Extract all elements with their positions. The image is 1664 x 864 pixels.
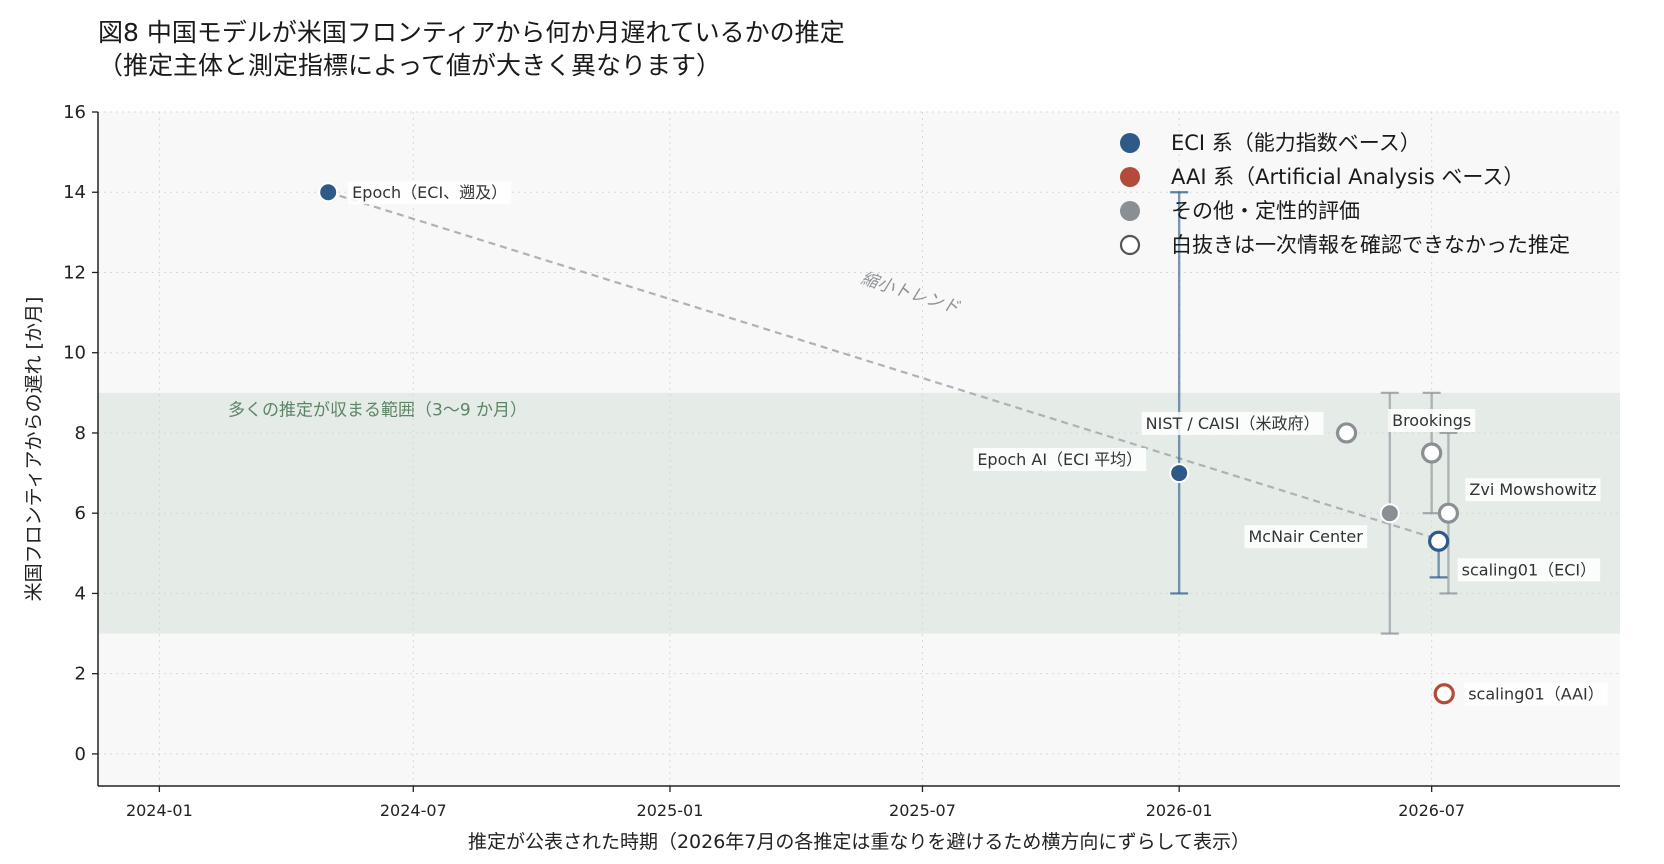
point-label: Epoch AI（ECI 平均） xyxy=(977,450,1142,469)
trend-line xyxy=(327,191,1432,539)
point-label-group: McNair Center xyxy=(1244,525,1368,549)
y-tick-label: 12 xyxy=(63,262,86,283)
point-label-group: Epoch（ECI、遡及） xyxy=(348,181,512,205)
data-point xyxy=(318,182,339,203)
legend-label: AAI 系（Artificial Analysis ベース） xyxy=(1171,165,1524,189)
point-label-group: Brookings xyxy=(1388,409,1476,433)
title-line-1: 図8 中国モデルが米国フロンティアから何か月遅れているかの推定 xyxy=(98,18,845,47)
point-label-bg xyxy=(1464,682,1608,706)
legend-label: ECI 系（能力指数ベース） xyxy=(1171,131,1421,155)
y-tick-label: 10 xyxy=(63,343,86,364)
point-label-group: scaling01（AAI） xyxy=(1464,682,1608,706)
point-label: Brookings xyxy=(1392,411,1471,430)
data-point xyxy=(1379,503,1400,524)
point-label: McNair Center xyxy=(1248,527,1363,546)
legend-item: AAI 系（Artificial Analysis ベース） xyxy=(1120,165,1524,189)
x-tick-label: 2026-01 xyxy=(1146,801,1213,820)
point-label: NIST / CAISI（米政府） xyxy=(1146,414,1320,433)
data-point-hollow xyxy=(1437,502,1460,524)
point-label: Zvi Mowshowitz xyxy=(1469,480,1596,499)
chart-title: 図8 中国モデルが米国フロンティアから何か月遅れているかの推定 （推定主体と測定… xyxy=(98,16,845,82)
point-label-group: NIST / CAISI（米政府） xyxy=(1141,411,1324,435)
point-label-group: Zvi Mowshowitz xyxy=(1465,478,1601,502)
data-point xyxy=(1169,463,1190,484)
axes-layer: 0 2 4 6 8 10 12 14 16 2024-01 2024-07 2025-01 2025-0… xyxy=(63,102,1620,820)
point-label: scaling01（ECI） xyxy=(1462,560,1597,579)
legend-item: 白抜きは一次情報を確認できなかった推定 xyxy=(1119,233,1570,257)
title-line-2: （推定主体と測定指標によって値が大きく異なります） xyxy=(98,51,722,80)
labels-layer: Epoch（ECI、遡及） Epoch AI（ECI 平均）NIST / CAIS… xyxy=(348,181,1608,706)
point-label: scaling01（AAI） xyxy=(1468,685,1604,704)
data-point-hollow xyxy=(1335,422,1358,444)
x-tick-label: 2026-07 xyxy=(1398,801,1465,820)
point-label: Epoch（ECI、遡及） xyxy=(352,183,507,202)
point-label-bg xyxy=(1141,411,1324,435)
points-layer xyxy=(318,182,1460,705)
point-label-bg xyxy=(1388,409,1476,433)
y-tick-label: 16 xyxy=(63,102,86,123)
legend-item: その他・定性的評価 xyxy=(1120,199,1360,223)
point-label-group: scaling01（ECI） xyxy=(1457,558,1601,582)
point-label-bg xyxy=(1457,558,1601,582)
point-label-bg xyxy=(348,181,512,205)
x-tick-label: 2025-07 xyxy=(889,801,956,820)
legend-label: その他・定性的評価 xyxy=(1171,199,1360,223)
y-tick-label: 8 xyxy=(75,423,86,444)
point-label-bg xyxy=(1465,478,1601,502)
data-point-hollow xyxy=(1433,683,1455,705)
point-label-group: Epoch AI（ECI 平均） xyxy=(973,448,1147,472)
x-tick-label: 2024-07 xyxy=(380,801,447,820)
legend-marker-hollow xyxy=(1119,234,1141,256)
legend-marker xyxy=(1120,201,1140,221)
data-point-hollow xyxy=(1428,530,1450,552)
y-tick-label: 2 xyxy=(75,664,86,685)
y-tick-label: 14 xyxy=(63,182,86,203)
x-tick-label: 2024-01 xyxy=(126,801,193,820)
data-point-hollow xyxy=(1421,442,1443,464)
legend-item: ECI 系（能力指数ベース） xyxy=(1120,131,1421,155)
y-tick-label: 0 xyxy=(75,744,86,765)
point-label-bg xyxy=(973,448,1147,472)
legend: ECI 系（能力指数ベース） AAI 系（Artificial Analysis … xyxy=(1119,131,1570,257)
y-axis-title: 米国フロンティアからの遅れ [か月] xyxy=(23,297,45,602)
x-axis-title: 推定が公表された時期（2026年7月の各推定は重なりを避けるため横方向にずらして… xyxy=(468,831,1250,853)
legend-marker xyxy=(1120,133,1140,153)
legend-marker xyxy=(1120,167,1140,187)
range-band-label: 多くの推定が収まる範囲（3〜9 か月） xyxy=(228,401,527,421)
y-tick-label: 6 xyxy=(75,503,86,524)
legend-label: 白抜きは一次情報を確認できなかった推定 xyxy=(1171,233,1570,257)
x-tick-label: 2025-01 xyxy=(637,801,704,820)
point-label-bg xyxy=(1244,525,1368,549)
y-tick-label: 4 xyxy=(75,583,86,604)
